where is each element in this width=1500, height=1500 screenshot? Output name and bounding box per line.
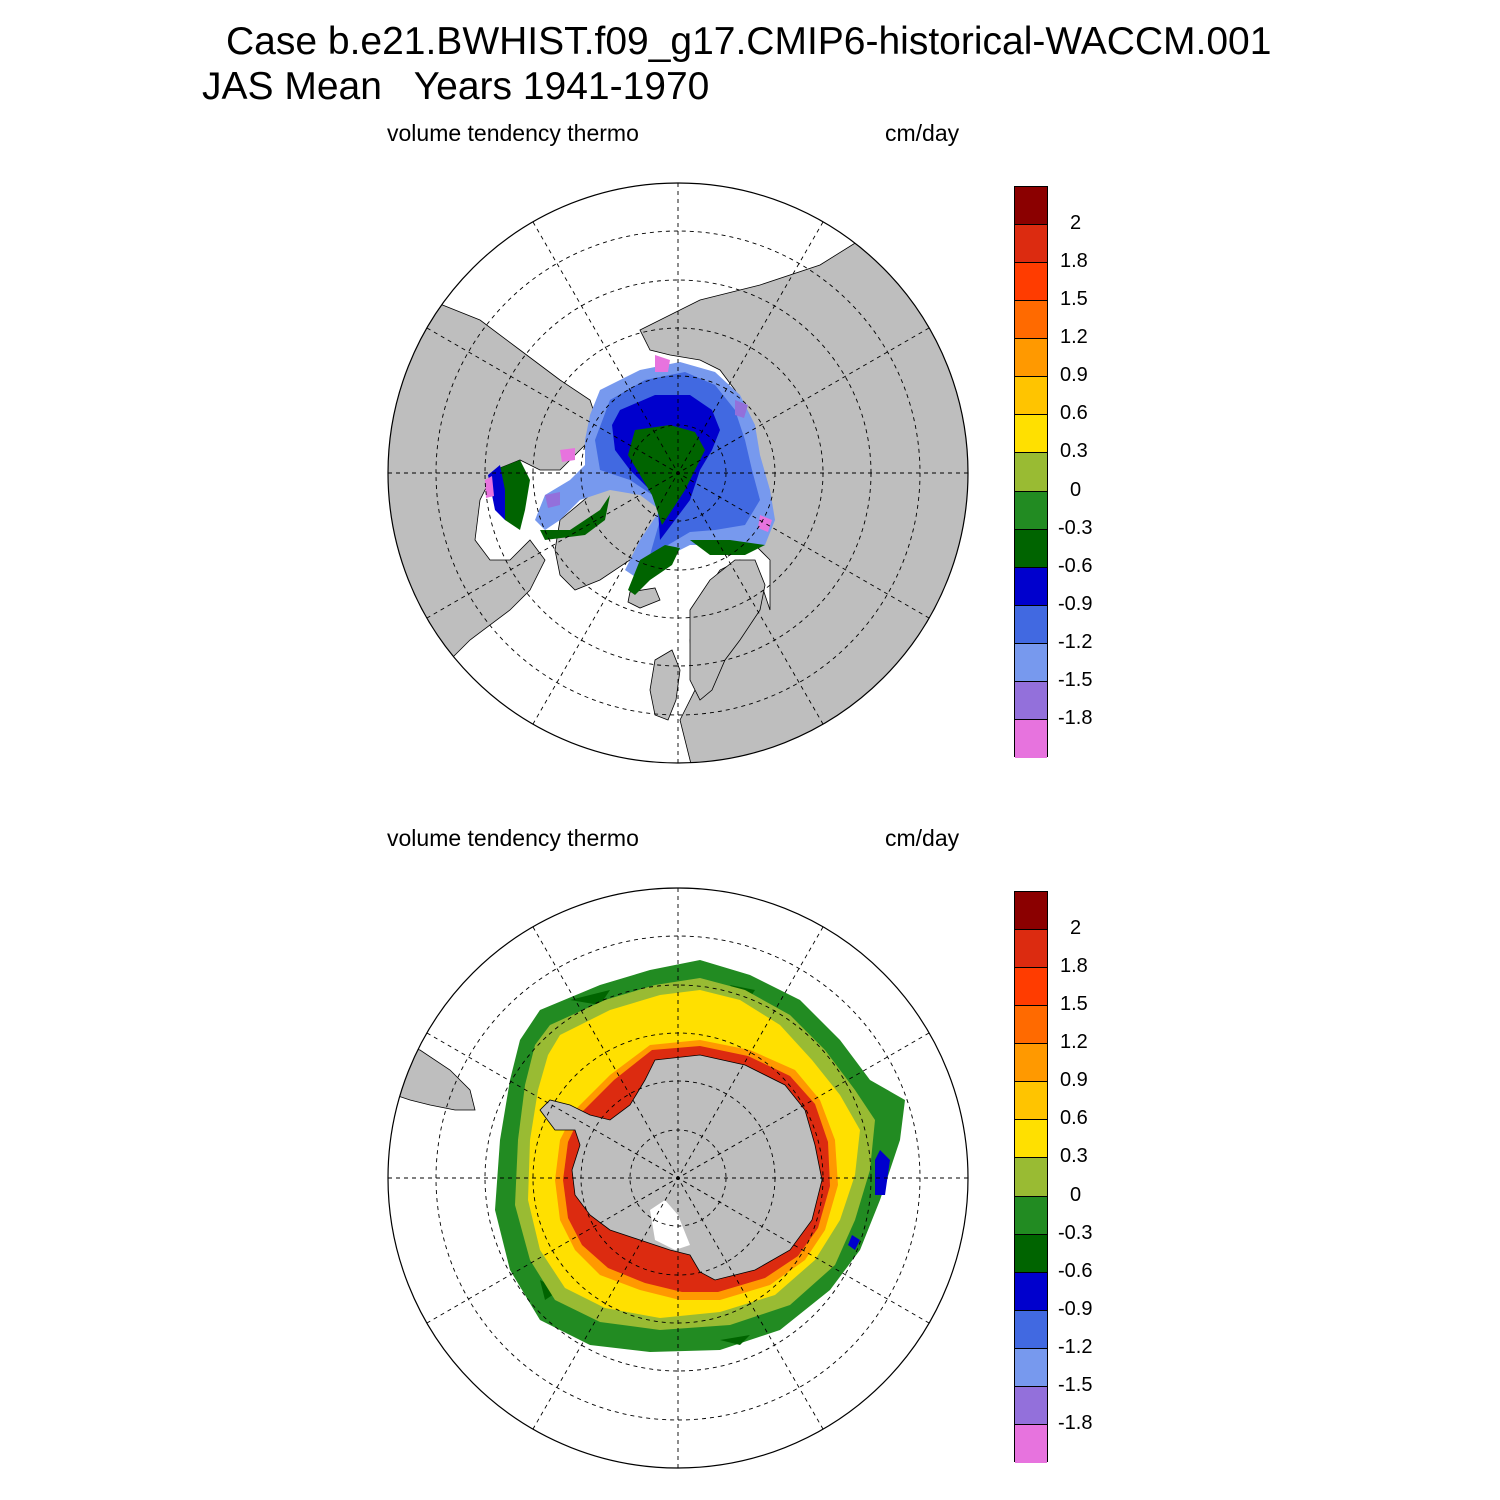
colorbar-tick-label: -1.8 [1058, 706, 1093, 729]
colorbar-swatch [1015, 1234, 1047, 1273]
colorbar-swatch [1015, 1120, 1047, 1159]
colorbar-tick-label: 1.8 [1060, 250, 1088, 273]
colorbar-swatch [1015, 1348, 1047, 1387]
colorbar-swatch [1015, 1424, 1047, 1463]
north-panel-units-label: cm/day [885, 120, 960, 146]
colorbar-swatch [1015, 491, 1047, 530]
colorbar-tick-label: -1.5 [1058, 1373, 1093, 1396]
colorbar-swatch [1015, 225, 1047, 264]
colorbar-tick-label: 1.8 [1060, 955, 1088, 978]
colorbar-tick-label: 0.3 [1060, 440, 1088, 463]
colorbar-tick-label: 1.2 [1060, 326, 1088, 349]
north-america-landmass [388, 279, 601, 701]
colorbar-tick-label: 0.9 [1060, 364, 1088, 387]
colorbar-tick-label: 2 [1070, 917, 1082, 940]
scandinavia-landmass [689, 559, 766, 701]
colorbar-swatch [1015, 1310, 1047, 1349]
colorbar-swatch [1015, 643, 1047, 682]
colorbar-swatch [1015, 1006, 1047, 1045]
colorbar-tick-label: -1.8 [1058, 1411, 1093, 1434]
colorbar-swatch [1015, 930, 1047, 969]
colorbar-swatch [1015, 1158, 1047, 1197]
british-isles-landmass [649, 649, 681, 721]
colorbar-swatch [1015, 301, 1047, 340]
colorbar-swatch [1015, 567, 1047, 606]
south-colorbar [1014, 891, 1048, 1463]
colorbar-tick-label: -0.3 [1058, 516, 1093, 539]
colorbar-tick-label: -1.2 [1058, 630, 1093, 653]
arctic-ice-east-greenland [628, 545, 680, 595]
colorbar-tick-label: -0.6 [1058, 1259, 1093, 1282]
colorbar-tick-label: 1.5 [1060, 288, 1088, 311]
figure-title-case: Case b.e21.BWHIST.f09_g17.CMIP6-historic… [226, 20, 1272, 63]
arctic-ice-barents [690, 540, 765, 555]
colorbar-swatch [1015, 1082, 1047, 1121]
arctic-ice-core [628, 425, 705, 525]
colorbar-tick-label: 0.9 [1060, 1069, 1088, 1092]
colorbar-swatch [1015, 453, 1047, 492]
colorbar-swatch [1015, 1386, 1047, 1425]
colorbar-tick-label: 0 [1070, 478, 1082, 501]
colorbar-swatch [1015, 415, 1047, 454]
colorbar-tick-label: 0.6 [1060, 1107, 1088, 1130]
arctic-ice-hudson [540, 495, 610, 540]
colorbar-tick-label: -0.3 [1058, 1221, 1093, 1244]
colorbar-tick-label: -0.9 [1058, 592, 1093, 615]
colorbar-swatch [1015, 719, 1047, 758]
colorbar-swatch [1015, 605, 1047, 644]
colorbar-swatch [1015, 187, 1047, 226]
colorbar-tick-label: -1.5 [1058, 668, 1093, 691]
figure-title-period: JAS Mean Years 1941-1970 [202, 65, 710, 108]
colorbar-swatch [1015, 529, 1047, 568]
colorbar-swatch [1015, 968, 1047, 1007]
colorbar-swatch [1015, 1044, 1047, 1083]
colorbar-swatch [1015, 681, 1047, 720]
colorbar-tick-label: 2 [1070, 212, 1082, 235]
north-colorbar [1014, 186, 1048, 758]
colorbar-tick-label: 1.2 [1060, 1031, 1088, 1054]
antarctica-landmass [539, 1054, 823, 1281]
colorbar-tick-label: 1.5 [1060, 993, 1088, 1016]
colorbar-tick-label: 0 [1070, 1183, 1082, 1206]
colorbar-swatch [1015, 377, 1047, 416]
south-graticule [388, 888, 968, 1468]
south-polar-map [387, 887, 969, 1469]
north-graticule [388, 183, 968, 763]
colorbar-swatch [1015, 892, 1047, 931]
south-panel-variable-label: volume tendency thermo [387, 825, 639, 851]
colorbar-tick-label: -1.2 [1058, 1335, 1093, 1358]
north-panel-variable-label: volume tendency thermo [387, 120, 639, 146]
antarctic-ice-blue-patches [828, 1095, 890, 1250]
colorbar-swatch [1015, 1196, 1047, 1235]
colorbar-swatch [1015, 1272, 1047, 1311]
north-polar-map [387, 182, 969, 764]
colorbar-tick-label: -0.6 [1058, 554, 1093, 577]
colorbar-tick-label: 0.6 [1060, 402, 1088, 425]
north-map-border [387, 182, 969, 764]
colorbar-swatch [1015, 263, 1047, 302]
colorbar-swatch [1015, 339, 1047, 378]
colorbar-tick-label: -0.9 [1058, 1297, 1093, 1320]
colorbar-tick-label: 0.3 [1060, 1145, 1088, 1168]
south-panel-units-label: cm/day [885, 825, 960, 851]
south-map-border [387, 887, 969, 1469]
